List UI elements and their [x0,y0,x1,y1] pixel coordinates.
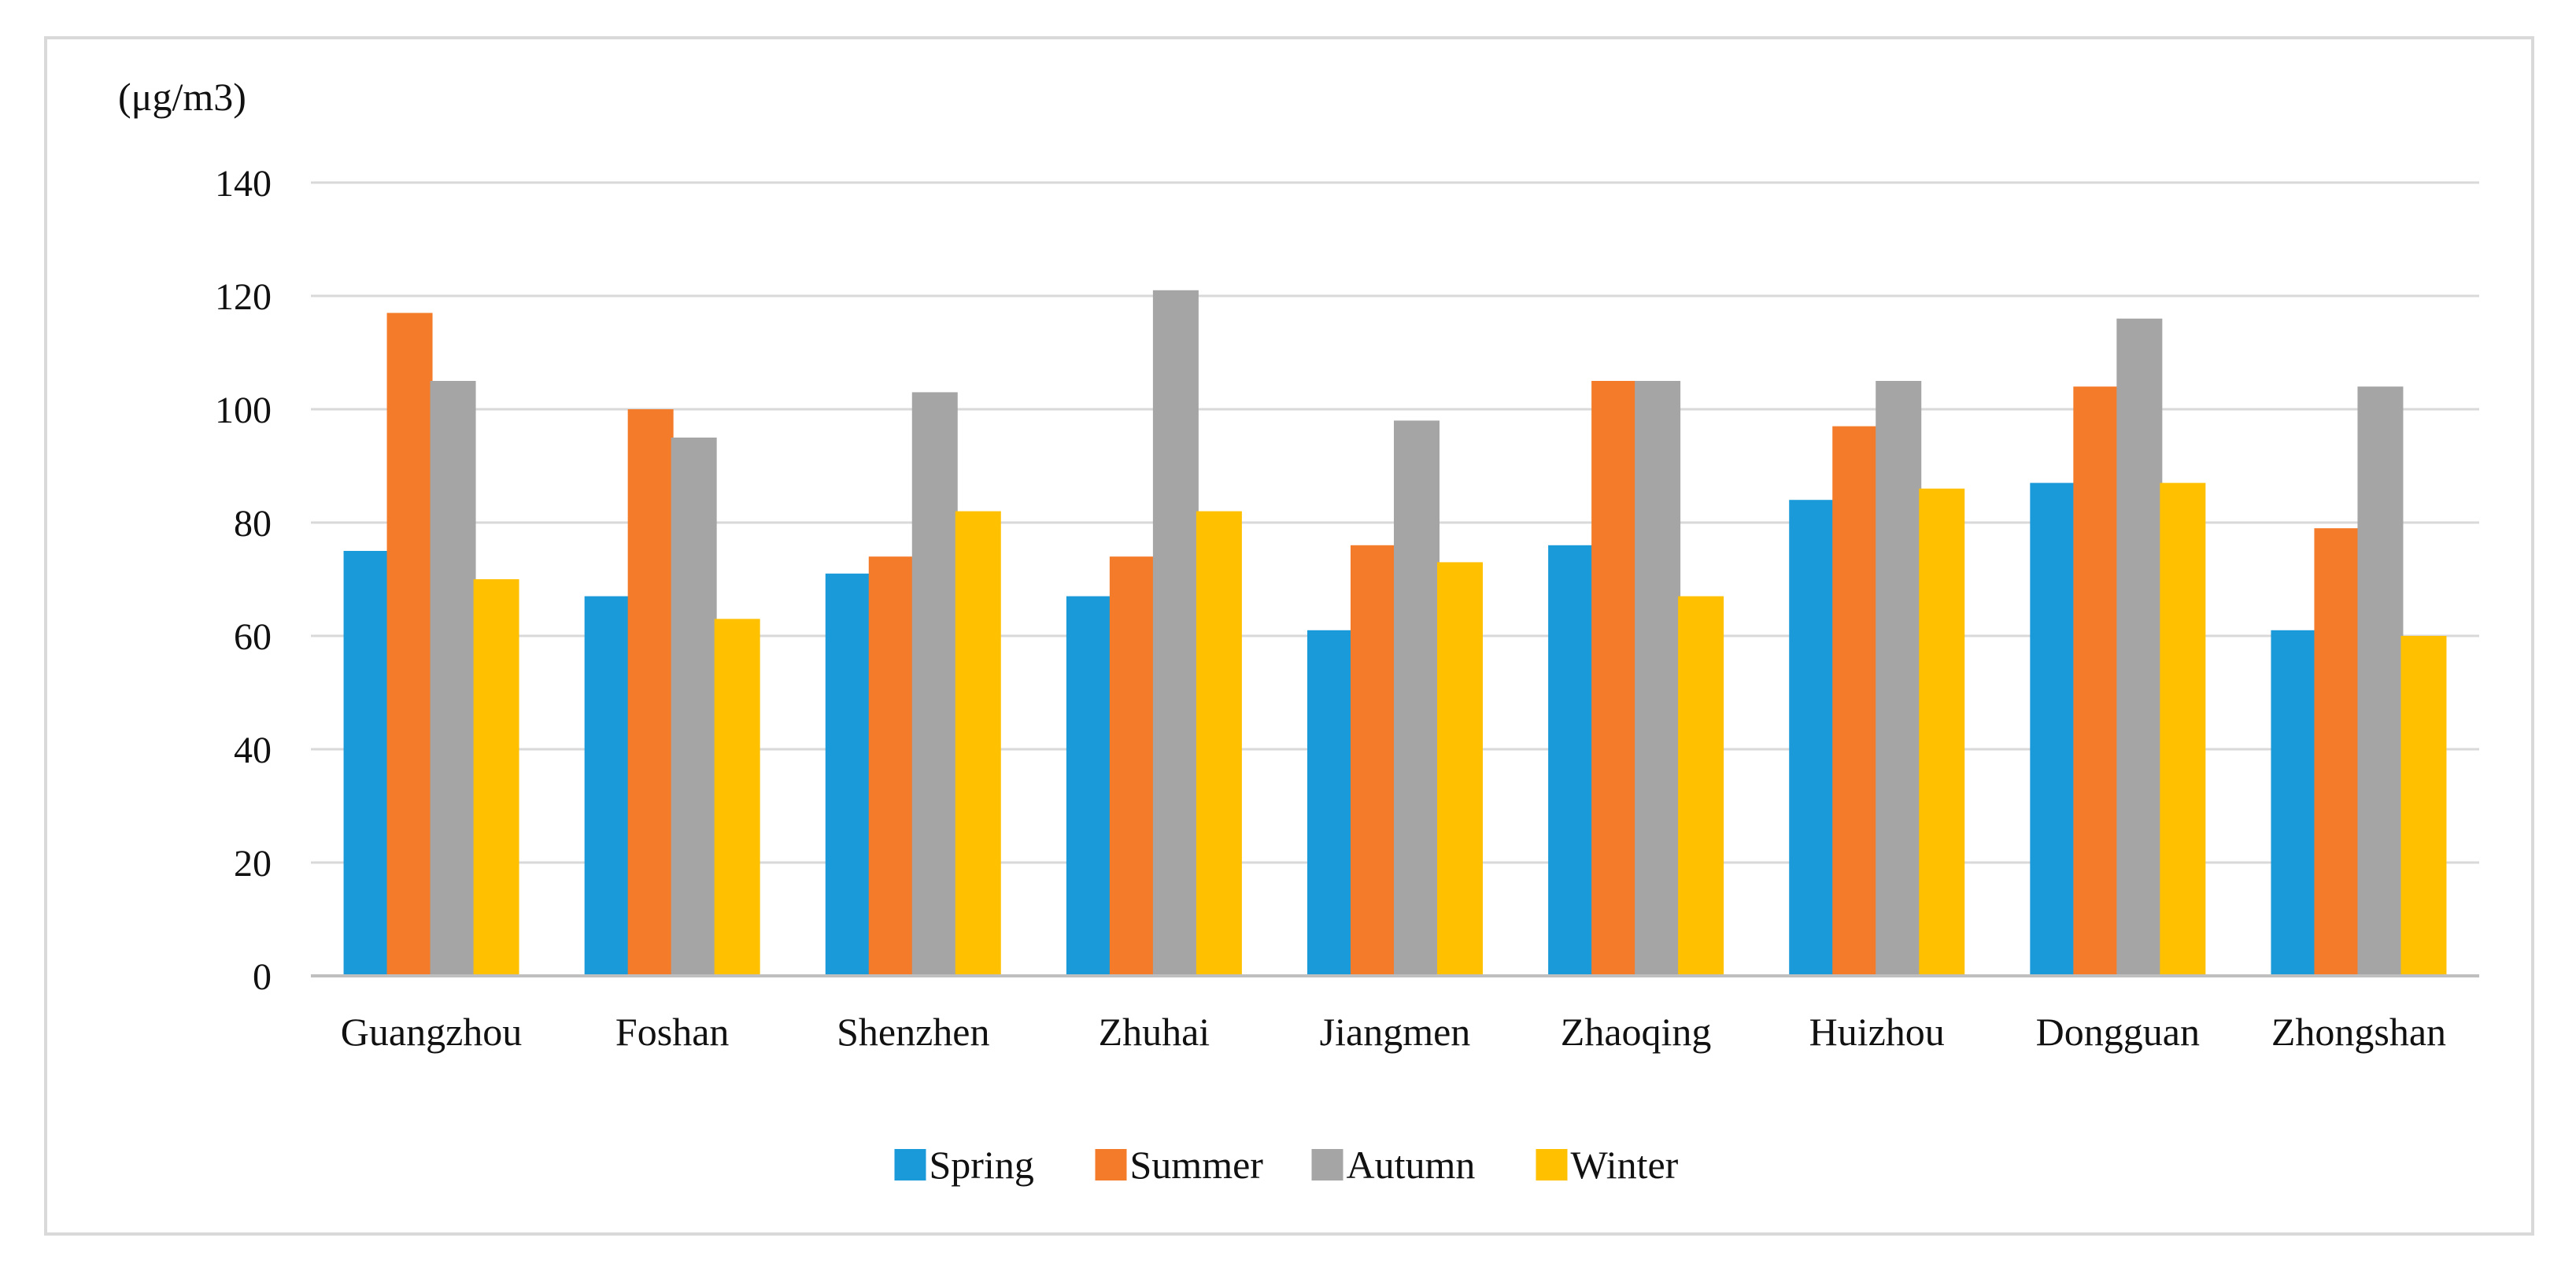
bar-winter-jiangmen [1437,562,1483,976]
bar-spring-huizhou [1789,500,1835,976]
legend-label: Autumn [1347,1143,1476,1187]
y-tick-label: 0 [253,956,272,998]
bar-autumn-guangzhou [430,381,476,976]
x-category-label: Guangzhou [341,1010,523,1054]
y-tick-label: 60 [234,616,272,658]
bar-summer-shenzhen [868,556,915,976]
bar-winter-foshan [714,619,760,976]
y-tick-label: 20 [234,843,272,885]
bar-winter-huizhou [1919,488,1965,976]
bar-summer-zhongshan [2314,528,2360,976]
bar-spring-shenzhen [825,573,871,976]
x-category-label: Foshan [615,1010,729,1054]
bar-winter-zhongshan [2400,636,2447,976]
legend-label: Spring [930,1143,1034,1187]
x-category-label: Jiangmen [1320,1010,1471,1054]
y-unit-label: (μg/m3) [118,75,246,119]
bar-spring-jiangmen [1307,630,1353,976]
bar-spring-guangzhou [343,551,390,976]
bar-summer-guangzhou [386,312,433,977]
y-axis-ticks: 0 20 40 60 80 100 120 140 [215,163,272,998]
bar-winter-guangzhou [473,579,519,976]
bar-winter-zhaoqing [1678,596,1724,976]
x-category-label: Zhongshan [2271,1010,2446,1054]
legend-item-summer: Summer [1095,1143,1264,1187]
bar-spring-dongguan [2030,482,2076,976]
legend-item-spring: Spring [894,1143,1034,1187]
bar-summer-zhaoqing [1591,381,1638,976]
bar-spring-foshan [584,596,630,976]
bar-summer-dongguan [2073,386,2120,976]
bar-summer-zhuhai [1109,556,1155,976]
bar-winter-shenzhen [955,511,1001,976]
bar-spring-zhuhai [1066,596,1112,976]
legend-item-winter: Winter [1536,1143,1679,1187]
bars [343,290,2447,977]
legend: Spring Summer Autumn Winter [894,1143,1679,1187]
bar-summer-huizhou [1832,426,1879,976]
bar-autumn-zhuhai [1152,290,1199,976]
x-category-label: Dongguan [2036,1010,2200,1054]
bar-spring-zhongshan [2271,630,2317,976]
x-category-label: Zhuhai [1099,1010,1210,1054]
bar-autumn-shenzhen [911,392,958,976]
bar-winter-zhuhai [1196,511,1242,976]
x-category-label: Huizhou [1809,1010,1945,1054]
y-tick-label: 140 [215,163,272,205]
bar-spring-zhaoqing [1548,545,1595,976]
legend-label: Summer [1130,1143,1264,1187]
bar-autumn-zhaoqing [1635,381,1681,976]
legend-label: Winter [1571,1143,1679,1187]
bar-autumn-huizhou [1876,381,1922,976]
legend-swatch [1536,1149,1568,1180]
y-tick-label: 100 [215,390,272,431]
bar-autumn-foshan [671,438,717,976]
bar-winter-dongguan [2160,482,2206,976]
x-category-label: Shenzhen [837,1010,989,1054]
y-tick-label: 40 [234,730,272,771]
bar-autumn-zhongshan [2357,386,2404,976]
legend-swatch [1311,1149,1343,1180]
bar-autumn-dongguan [2116,318,2163,976]
legend-swatch [1095,1149,1127,1180]
y-tick-label: 80 [234,503,272,545]
bar-autumn-jiangmen [1394,420,1440,976]
x-category-label: Zhaoqing [1561,1010,1712,1054]
legend-swatch [894,1149,926,1180]
legend-item-autumn: Autumn [1311,1143,1476,1187]
x-axis-categories: Guangzhou Foshan Shenzhen Zhuhai Jiangmen Zha… [341,1010,2446,1054]
bar-summer-jiangmen [1351,545,1396,976]
y-tick-label: 120 [215,276,272,318]
bar-summer-foshan [627,409,674,976]
